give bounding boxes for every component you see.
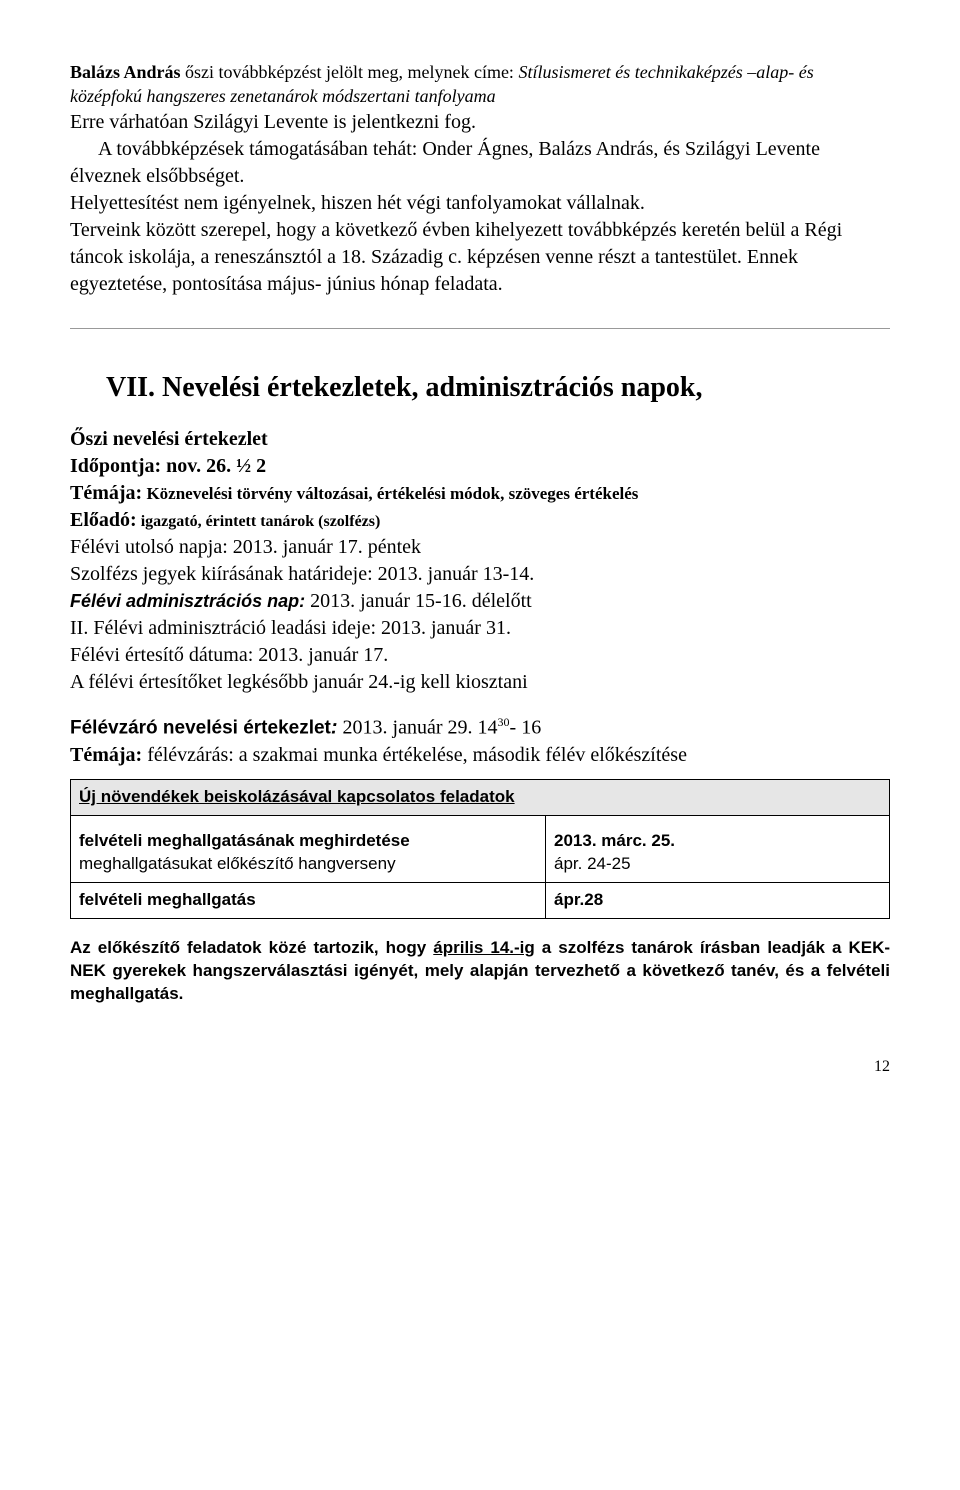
r2c2-text: ápr.28	[554, 890, 603, 909]
admin-nap-rest: 2013. január 15-16. délelőtt	[305, 590, 532, 612]
temaja-label: Témája:	[70, 482, 142, 504]
intro-text: őszi továbbképzést jelölt meg, melynek c…	[181, 62, 519, 82]
closing-underline: április 14.-ig	[433, 938, 535, 957]
table-header-text: Új növendékek beiskolázásával kapcsolato…	[79, 787, 515, 806]
admin-nap-label: Félévi adminisztrációs nap:	[70, 591, 305, 611]
oszi-line-5: Félévi értesítő dátuma: 2013. január 17.	[70, 642, 890, 669]
intro-para-1: Balázs András őszi továbbképzést jelölt …	[70, 60, 890, 109]
oszi-line-2: Szolfézs jegyek kiírásának határideje: 2…	[70, 561, 890, 588]
felevzaro-sup: 30	[498, 715, 510, 729]
eloado-label: Előadó:	[70, 509, 137, 531]
oszi-eloado: Előadó: igazgató, érintett tanárok (szol…	[70, 507, 890, 534]
oszi-title: Őszi nevelési értekezlet	[70, 426, 890, 453]
oszi-line-1: Félévi utolsó napja: 2013. január 17. pé…	[70, 534, 890, 561]
oszi-idopont: Időpontja: nov. 26. ½ 2	[70, 453, 890, 480]
felevzaro-line: Félévzáró nevelési értekezlet: 2013. jan…	[70, 714, 890, 742]
r1c1-bold: felvételi meghallgatásának meghirdetése	[79, 831, 410, 850]
idopont-label: Időpontja: nov. 26.	[70, 455, 231, 477]
page-number: 12	[70, 1056, 890, 1078]
felevzaro-temaja-label: Témája:	[70, 744, 142, 766]
intro-para-3: A továbbképzések támogatásában tehát: On…	[70, 136, 890, 190]
closing-part1: Az előkészítő feladatok közé tartozik, h…	[70, 938, 433, 957]
oszi-line-4: II. Félévi adminisztráció leadási ideje:…	[70, 615, 890, 642]
closing-para: Az előkészítő feladatok közé tartozik, h…	[70, 937, 890, 1006]
felevzaro-label: Félévzáró nevelési értekezlet	[70, 718, 331, 739]
oszi-line-3: Félévi adminisztrációs nap: 2013. január…	[70, 588, 890, 615]
table-r1c2: 2013. márc. 25. ápr. 24-25	[546, 815, 890, 882]
oszi-line-6: A félévi értesítőket legkésőbb január 24…	[70, 669, 890, 696]
name-strong: Balázs András	[70, 62, 181, 82]
temaja-text: Köznevelési törvény változásai, értékelé…	[142, 484, 638, 503]
idopont-frac: ½ 2	[231, 455, 266, 477]
section-vii-title: VII. Nevelési értekezletek, adminisztrác…	[106, 369, 890, 407]
divider	[70, 328, 890, 329]
eloado-text: igazgató, érintett tanárok (szolfézs)	[137, 513, 381, 530]
intro-para-4: Helyettesítést nem igényelnek, hiszen hé…	[70, 190, 890, 217]
felevzaro-rest2: - 16	[510, 717, 542, 739]
felevzaro-date: 2013. január 29. 14	[338, 717, 498, 739]
r2c1-text: felvételi meghallgatás	[79, 890, 256, 909]
table-r2c2: ápr.28	[546, 882, 890, 918]
r1c2-bold: 2013. márc. 25.	[554, 831, 675, 850]
felevzaro-temaja-text: félévzárás: a szakmai munka értékelése, …	[142, 744, 687, 766]
table-r2c1: felvételi meghallgatás	[71, 882, 546, 918]
intro-para-2: Erre várhatóan Szilágyi Levente is jelen…	[70, 109, 890, 136]
felevzaro-temaja: Témája: félévzárás: a szakmai munka érté…	[70, 742, 890, 769]
felevzaro-colon: :	[331, 717, 338, 739]
enrollment-table: Új növendékek beiskolázásával kapcsolato…	[70, 779, 890, 919]
table-r1c1: felvételi meghallgatásának meghirdetése …	[71, 815, 546, 882]
table-header-cell: Új növendékek beiskolázásával kapcsolato…	[71, 780, 890, 816]
intro-para-5: Terveink között szerepel, hogy a követke…	[70, 217, 890, 298]
r1c2-rest: ápr. 24-25	[554, 854, 631, 873]
r1c1-rest: meghallgatásukat előkészítő hangverseny	[79, 854, 396, 873]
oszi-temaja: Témája: Köznevelési törvény változásai, …	[70, 480, 890, 507]
